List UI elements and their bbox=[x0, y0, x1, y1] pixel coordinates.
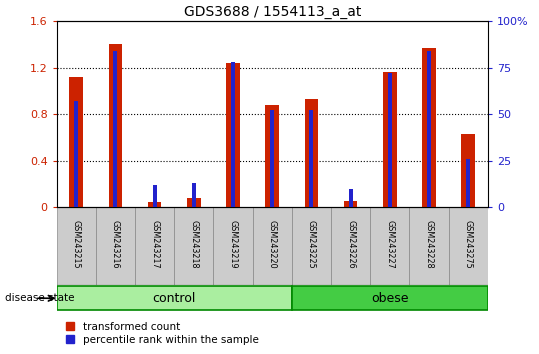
Bar bbox=[192, 183, 196, 207]
Text: GSM243227: GSM243227 bbox=[385, 220, 395, 269]
Text: GSM243226: GSM243226 bbox=[346, 220, 355, 269]
Text: GSM243220: GSM243220 bbox=[268, 220, 277, 269]
Bar bbox=[270, 110, 274, 207]
Bar bbox=[309, 110, 313, 207]
Text: GSM243217: GSM243217 bbox=[150, 220, 159, 269]
Bar bbox=[422, 48, 436, 207]
Bar bbox=[344, 201, 357, 207]
Bar bbox=[427, 51, 431, 207]
Bar bbox=[70, 77, 83, 207]
Bar bbox=[174, 207, 213, 285]
Bar bbox=[265, 105, 279, 207]
Title: GDS3688 / 1554113_a_at: GDS3688 / 1554113_a_at bbox=[183, 5, 361, 19]
Bar bbox=[305, 99, 318, 207]
Bar bbox=[383, 72, 397, 207]
Bar bbox=[410, 207, 448, 285]
Text: GSM243219: GSM243219 bbox=[229, 220, 238, 269]
Bar bbox=[331, 207, 370, 285]
Bar bbox=[461, 134, 475, 207]
Text: GSM243215: GSM243215 bbox=[72, 220, 81, 269]
Bar bbox=[57, 286, 292, 310]
Bar bbox=[349, 188, 353, 207]
Bar bbox=[108, 45, 122, 207]
Bar bbox=[253, 207, 292, 285]
Bar bbox=[370, 207, 410, 285]
Text: GSM243275: GSM243275 bbox=[464, 220, 473, 269]
Bar bbox=[466, 159, 470, 207]
Bar bbox=[292, 286, 488, 310]
Bar bbox=[448, 207, 488, 285]
Bar bbox=[153, 185, 156, 207]
Bar bbox=[57, 207, 96, 285]
Bar bbox=[226, 63, 240, 207]
Text: disease state: disease state bbox=[5, 293, 75, 303]
Text: GSM243225: GSM243225 bbox=[307, 220, 316, 269]
Text: control: control bbox=[153, 292, 196, 305]
Bar bbox=[135, 207, 174, 285]
Legend: transformed count, percentile rank within the sample: transformed count, percentile rank withi… bbox=[62, 317, 262, 349]
Bar bbox=[388, 73, 392, 207]
Text: GSM243218: GSM243218 bbox=[189, 220, 198, 269]
Bar bbox=[96, 207, 135, 285]
Bar bbox=[113, 51, 118, 207]
Text: obese: obese bbox=[371, 292, 409, 305]
Text: GSM243228: GSM243228 bbox=[425, 220, 433, 269]
Bar bbox=[187, 198, 201, 207]
Bar bbox=[74, 101, 78, 207]
Bar bbox=[231, 62, 235, 207]
Text: GSM243216: GSM243216 bbox=[111, 220, 120, 269]
Bar bbox=[148, 202, 162, 207]
Bar bbox=[213, 207, 253, 285]
Bar bbox=[292, 207, 331, 285]
